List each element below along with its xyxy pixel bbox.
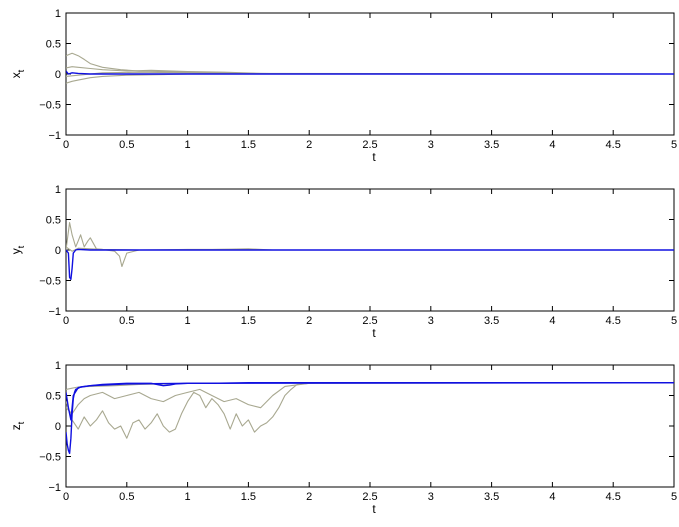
x-tick-label: 4 [549, 139, 555, 151]
x-tick-label: 3 [428, 315, 434, 327]
y-axis-label: yt [9, 245, 26, 254]
y-series-line-0 [66, 222, 674, 268]
y-series-line-2 [66, 248, 674, 280]
y-tick-label: −1 [48, 482, 61, 494]
z-series-line-3 [66, 382, 674, 455]
x-tick-label: 5 [671, 491, 677, 503]
x-tick-label: 4 [549, 315, 555, 327]
x-tick-label: 5 [671, 315, 677, 327]
y-tick-label: −0.5 [39, 276, 61, 288]
y-tick-label: 0 [55, 245, 61, 257]
z-series-line-4 [66, 382, 674, 421]
x-tick-label: 0.5 [119, 139, 134, 151]
x-tick-label: 1 [185, 491, 191, 503]
z-series-line-0 [66, 382, 674, 439]
y-tick-label: −1 [48, 130, 61, 142]
y-tick-label: 1 [55, 360, 61, 372]
x-tick-label: 2.5 [362, 491, 377, 503]
x-axis-label: t [372, 326, 376, 340]
y-tick-label: 1 [55, 184, 61, 196]
y-tick-label: −1 [48, 306, 61, 318]
y-tick-label: 0.5 [46, 391, 61, 403]
x-tick-label: 4.5 [606, 491, 621, 503]
x-tick-label: 1.5 [241, 139, 256, 151]
x-tick-label: 2 [306, 491, 312, 503]
x-tick-label: 0.5 [119, 315, 134, 327]
x-axis-label: t [372, 502, 376, 516]
x-series-line-4 [66, 70, 674, 75]
x-tick-label: 4 [549, 491, 555, 503]
y-tick-label: 1 [55, 8, 61, 20]
z-series-line-1 [66, 382, 674, 415]
x-tick-label: 0 [63, 139, 69, 151]
y-axis-label-main: x [9, 72, 23, 78]
x-tick-label: 1.5 [241, 491, 256, 503]
x-tick-label: 3.5 [484, 315, 499, 327]
y-tick-label: −0.5 [39, 100, 61, 112]
x-tick-label: 1.5 [241, 315, 256, 327]
y-axis-label-subscript: t [16, 245, 26, 248]
y-tick-label: 0.5 [46, 215, 61, 227]
y-tick-label: −0.5 [39, 452, 61, 464]
x-tick-label: 3 [428, 491, 434, 503]
y-tick-label: 0 [55, 421, 61, 433]
x-tick-label: 1 [185, 139, 191, 151]
x-tick-label: 3.5 [484, 139, 499, 151]
x-axis-label: t [372, 150, 376, 164]
y-axis-label: xt [9, 69, 26, 78]
x-series-line-2 [66, 73, 674, 84]
x-tick-label: 0 [63, 315, 69, 327]
x-tick-label: 3.5 [484, 491, 499, 503]
y-tick-label: 0 [55, 69, 61, 81]
x-tick-label: 2.5 [362, 315, 377, 327]
x-tick-label: 0 [63, 491, 69, 503]
x-tick-label: 3 [428, 139, 434, 151]
x-tick-label: 4.5 [606, 315, 621, 327]
y-tick-label: 0.5 [46, 39, 61, 51]
x-tick-label: 2 [306, 139, 312, 151]
y-axis-label: zt [9, 421, 26, 430]
y-axis-label-main: y [9, 248, 23, 254]
x-tick-label: 2 [306, 315, 312, 327]
x-tick-label: 2.5 [362, 139, 377, 151]
y-axis-label-subscript: t [16, 69, 26, 72]
x-tick-label: 0.5 [119, 491, 134, 503]
x-tick-label: 4.5 [606, 139, 621, 151]
y-axis-label-subscript: t [16, 421, 26, 424]
x-tick-label: 5 [671, 139, 677, 151]
x-tick-label: 1 [185, 315, 191, 327]
y-axis-label-main: z [9, 424, 23, 430]
